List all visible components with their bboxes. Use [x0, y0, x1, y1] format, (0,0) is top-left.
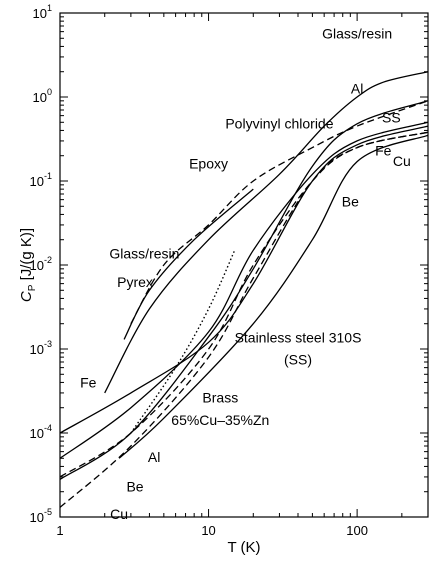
series-cu [59, 131, 429, 508]
y-tick-label: 10-5 [30, 507, 52, 525]
y-axis-title: CP [J/(g K)] [18, 228, 38, 302]
annotation-label: Brass [202, 390, 238, 406]
x-tick-label: 1 [56, 523, 63, 538]
y-axis-title-main: C [18, 291, 35, 302]
annotation-label: Be [126, 479, 143, 495]
annotation-label: Cu [393, 153, 411, 169]
annotation-label: Fe [80, 374, 97, 390]
y-tick-label: 10-1 [30, 171, 52, 189]
annotation-label: Polyvinyl chloride [225, 116, 333, 132]
y-axis-title-rest: [J/(g K)] [18, 228, 35, 285]
annotation-label: (SS) [284, 352, 312, 368]
series-stainless-steel-310s [59, 121, 429, 459]
y-tick-label: 10-2 [30, 255, 52, 273]
y-tick-label: 10-4 [30, 423, 52, 441]
annotations-layer: Glass/resin Al SS Polyvinyl chloride Epoxy Fe… [80, 25, 411, 522]
series-glass-resin [104, 71, 429, 394]
series-fe [59, 125, 429, 434]
series-al [59, 100, 429, 480]
x-tick-label: 10 [201, 523, 215, 538]
annotation-label: Glass/resin [322, 25, 392, 41]
annotation-label: Epoxy [189, 156, 228, 172]
series-be [118, 134, 429, 459]
x-axis-title: T (K) [227, 539, 260, 556]
annotation-label: Cu [110, 506, 128, 522]
annotation-label: Be [342, 193, 359, 209]
annotation-label: Fe [375, 143, 392, 159]
y-axis-title-sub: P [27, 284, 38, 291]
axis-titles: T (K) CP [J/(g K)] [18, 228, 261, 556]
annotation-label: Glass/resin [109, 245, 179, 261]
ticks-layer: 1 10 100 10-5 10-4 10-3 10-2 10-1 100 101 [30, 3, 429, 538]
annotation-label: Stainless steel 310S [235, 329, 362, 345]
plot-frame [59, 12, 429, 518]
series-epoxy [123, 188, 254, 340]
series-layer [59, 71, 429, 508]
annotation-label: 65%Cu–35%Zn [171, 412, 269, 428]
x-tick-label: 100 [346, 523, 368, 538]
annotation-label: Al [351, 81, 363, 97]
annotation-label: Al [148, 449, 160, 465]
y-tick-label: 100 [33, 87, 52, 105]
y-tick-label: 10-3 [30, 339, 52, 357]
y-tick-label: 101 [33, 3, 52, 21]
annotation-label: Pyrex [117, 274, 153, 290]
series-polyvinyl-chloride [130, 100, 429, 325]
annotation-label: SS [382, 109, 401, 125]
